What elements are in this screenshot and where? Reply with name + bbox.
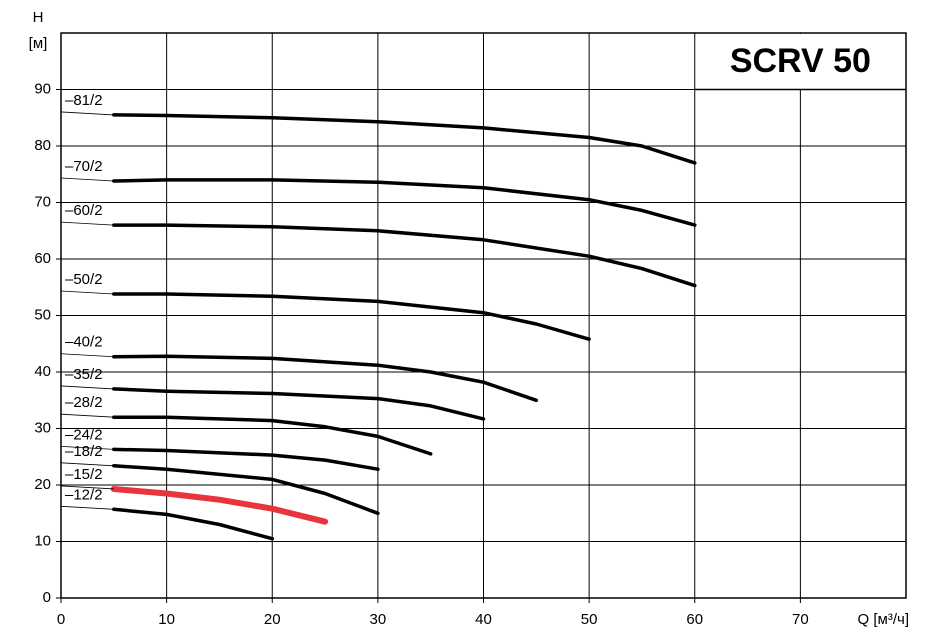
leader-line bbox=[60, 177, 114, 182]
y-tick-label: 40 bbox=[34, 363, 51, 380]
x-tick-label: 60 bbox=[686, 611, 703, 628]
y-tick-label: 90 bbox=[34, 80, 51, 97]
chart-title: SCRV 50 bbox=[730, 42, 871, 80]
x-axis-label: Q [м³/ч] bbox=[858, 611, 909, 628]
y-tick-label: 0 bbox=[43, 589, 51, 606]
series-label: –28/2 bbox=[65, 394, 103, 411]
x-tick-label: 70 bbox=[792, 611, 809, 628]
curve bbox=[112, 415, 433, 456]
x-tick-label: 30 bbox=[370, 611, 387, 628]
curve bbox=[112, 447, 380, 471]
x-tick-label: 0 bbox=[57, 611, 65, 628]
leader-line bbox=[60, 385, 114, 390]
leader-line bbox=[60, 413, 114, 418]
y-tick-label: 20 bbox=[34, 476, 51, 493]
curve bbox=[112, 387, 486, 421]
series-label: –60/2 bbox=[65, 202, 103, 219]
y-tick-label: 30 bbox=[34, 419, 51, 436]
title-box bbox=[695, 34, 905, 90]
series-label: –24/2 bbox=[65, 426, 103, 443]
leader-line bbox=[60, 446, 114, 450]
curve bbox=[112, 464, 380, 516]
y-axis-unit: [м] bbox=[29, 35, 48, 52]
x-tick-label: 20 bbox=[264, 611, 281, 628]
curve bbox=[112, 507, 275, 541]
x-tick-label: 50 bbox=[581, 611, 598, 628]
series-label: –50/2 bbox=[65, 271, 103, 288]
x-tick-label: 10 bbox=[158, 611, 175, 628]
y-tick-label: 70 bbox=[34, 193, 51, 210]
series-label: –15/2 bbox=[65, 466, 103, 483]
curve bbox=[112, 223, 697, 288]
curve bbox=[110, 486, 329, 525]
series-label: –40/2 bbox=[65, 334, 103, 351]
series-label: –81/2 bbox=[65, 92, 103, 109]
y-tick-label: 50 bbox=[34, 306, 51, 323]
y-tick-label: 10 bbox=[34, 532, 51, 549]
leader-line bbox=[60, 111, 114, 116]
leader-line bbox=[60, 221, 114, 226]
leader-line bbox=[60, 462, 114, 467]
leader-line bbox=[60, 485, 114, 490]
leader-line bbox=[60, 505, 114, 510]
curve bbox=[112, 292, 591, 341]
y-axis-label: H bbox=[33, 9, 44, 26]
curve bbox=[112, 354, 539, 403]
curve bbox=[112, 178, 697, 227]
series-label: –18/2 bbox=[65, 443, 103, 460]
series-label: –70/2 bbox=[65, 158, 103, 175]
y-tick-label: 60 bbox=[34, 250, 51, 267]
leader-line bbox=[60, 353, 114, 358]
x-tick-label: 40 bbox=[475, 611, 492, 628]
y-tick-label: 80 bbox=[34, 137, 51, 154]
series-label: –12/2 bbox=[65, 486, 103, 503]
leader-line bbox=[60, 290, 114, 295]
curve bbox=[112, 113, 697, 165]
series-label: –35/2 bbox=[65, 366, 103, 383]
